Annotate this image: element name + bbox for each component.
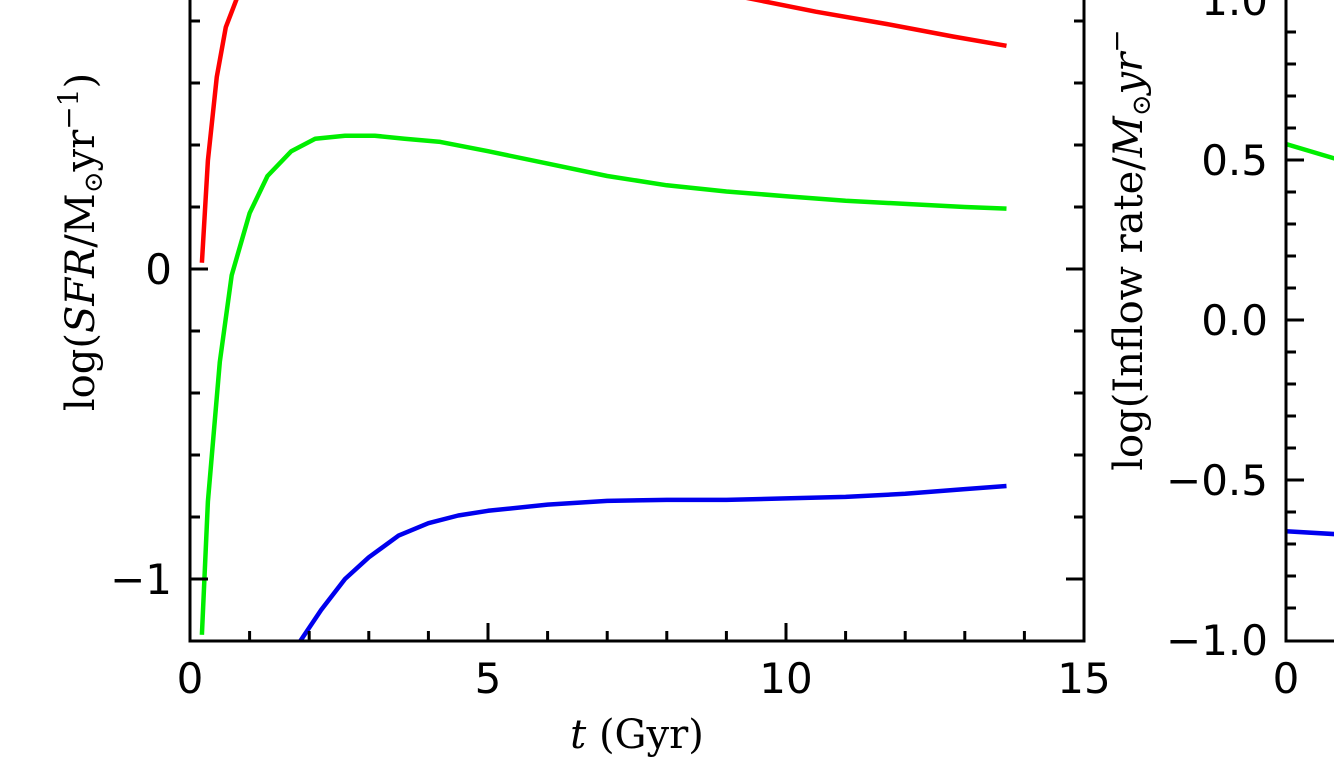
- right-series-group: [1286, 141, 1334, 537]
- right-series-line-1: [1286, 141, 1334, 161]
- right-series-line-2: [1286, 528, 1334, 537]
- left-panel: 0 5 10 15 0 −1 t (Gyr) log(SFR/M⊙yr−1): [52, 0, 1111, 758]
- left-y-tick-label: 0: [145, 245, 172, 294]
- right-panel: 1.0 0.5 0.0 −0.5 −1.00 log(Inflow rate/M⊙yr−: [1100, 0, 1334, 703]
- left-x-tick-label: 15: [1057, 654, 1110, 703]
- right-y-tick-label: 0.0: [1201, 296, 1268, 345]
- left-x-tick-label: 0: [177, 654, 204, 703]
- left-series-line-3: [298, 483, 1007, 641]
- left-x-tick-label: 5: [475, 654, 502, 703]
- left-y-tick-label: −1: [110, 555, 172, 604]
- left-series-line-1: [199, 0, 1007, 263]
- right-y-tick-label: −1.0: [1166, 616, 1268, 665]
- right-tick-labels: 1.0 0.5 0.0 −0.5 −1.00: [1166, 0, 1299, 703]
- left-axes: [188, 0, 1086, 643]
- left-x-tick-label: 10: [759, 654, 812, 703]
- right-y-axis-title: log(Inflow rate/M⊙yr−: [1100, 29, 1157, 471]
- left-series-line-2: [199, 133, 1007, 635]
- right-y-tick-label: −0.5: [1166, 456, 1268, 505]
- left-series-group: [199, 0, 1007, 641]
- right-y-tick-label: 1.0: [1201, 0, 1268, 25]
- right-axes: [1284, 0, 1334, 643]
- left-y-axis-title: log(SFR/M⊙yr−1): [52, 73, 109, 411]
- right-y-tick-label: 0.5: [1201, 136, 1268, 185]
- left-x-axis-title: t (Gyr): [570, 712, 704, 758]
- right-x-tick-label: 0: [1273, 654, 1300, 703]
- left-tick-labels: 0 5 10 15 0 −1: [110, 245, 1111, 703]
